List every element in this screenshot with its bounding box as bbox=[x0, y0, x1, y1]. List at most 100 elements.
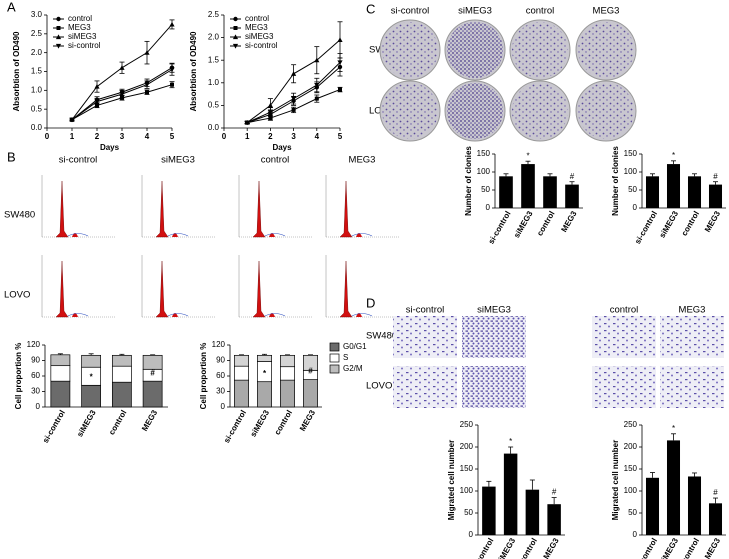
marker bbox=[338, 87, 342, 92]
flow-peak bbox=[55, 260, 69, 318]
bar bbox=[482, 486, 496, 535]
panel-label: B bbox=[7, 149, 16, 164]
bar bbox=[687, 176, 702, 208]
x-tick-label: siMEG3 bbox=[658, 209, 681, 239]
flow-fit bbox=[67, 233, 89, 237]
flow-fit bbox=[67, 313, 89, 317]
row-label: SW480 bbox=[366, 331, 397, 342]
y-axis-label: Number of clonies bbox=[611, 146, 620, 216]
legend-swatch bbox=[329, 364, 340, 374]
legend-swatch bbox=[329, 353, 340, 363]
bar-segment bbox=[234, 365, 249, 381]
bar-segment bbox=[142, 354, 163, 370]
x-tick-label: siMEG3 bbox=[658, 536, 681, 559]
x-tick-label: 3 bbox=[120, 132, 125, 141]
y-tick-label: 0 bbox=[633, 203, 638, 212]
x-tick-label: si-control bbox=[487, 210, 513, 246]
legend-label: siMEG3 bbox=[245, 32, 274, 41]
y-tick-label: 50 bbox=[628, 185, 637, 194]
flow-peak bbox=[155, 260, 169, 318]
marker bbox=[291, 96, 297, 102]
flow-peak bbox=[55, 180, 69, 238]
marker bbox=[291, 107, 296, 112]
y-tick-label: 0 bbox=[469, 530, 474, 539]
transwell-stain bbox=[462, 366, 526, 408]
bar-segment bbox=[303, 379, 318, 408]
y-tick-label: 60 bbox=[31, 371, 40, 380]
column-label: MEG3 bbox=[593, 6, 620, 17]
significance-mark: * bbox=[509, 437, 512, 446]
legend-label: G2/M bbox=[343, 364, 363, 373]
y-tick-label: 0.5 bbox=[208, 101, 220, 110]
x-tick-label: control bbox=[680, 210, 701, 238]
y-tick-label: 90 bbox=[31, 356, 40, 365]
legend-marker bbox=[56, 26, 61, 30]
marker bbox=[267, 102, 273, 108]
x-tick-label: 1 bbox=[245, 132, 250, 141]
transwell-stain bbox=[462, 316, 526, 358]
legend-label: MEG3 bbox=[245, 23, 268, 32]
bar bbox=[543, 176, 557, 208]
marker bbox=[145, 90, 149, 95]
x-tick-label: control bbox=[273, 409, 294, 437]
y-tick-label: 3.0 bbox=[31, 10, 43, 19]
y-axis-label: Migrated cell number bbox=[611, 440, 620, 520]
column-label: siMEG3 bbox=[458, 6, 492, 17]
bar-segment bbox=[111, 365, 132, 383]
y-tick-label: 1.0 bbox=[208, 78, 220, 87]
x-axis-label: Days bbox=[100, 143, 120, 152]
bar bbox=[687, 476, 702, 535]
y-tick-label: 120 bbox=[212, 340, 226, 349]
bar-segment bbox=[81, 354, 102, 368]
bar-segment bbox=[142, 380, 163, 408]
row-label: LOVO bbox=[366, 381, 392, 392]
bar bbox=[565, 184, 579, 208]
flow-peak bbox=[252, 260, 266, 318]
flow-peak bbox=[339, 260, 353, 318]
x-tick-label: MEG3 bbox=[140, 408, 159, 433]
significance-mark: * bbox=[90, 372, 94, 381]
bar bbox=[503, 453, 518, 535]
transwell-stain bbox=[592, 366, 656, 408]
marker bbox=[94, 99, 100, 105]
bar bbox=[666, 164, 681, 208]
transwell-stain bbox=[660, 366, 724, 408]
significance-mark: # bbox=[552, 488, 557, 497]
y-tick-label: 0 bbox=[221, 402, 226, 411]
legend-label: G0/G1 bbox=[343, 342, 367, 351]
row-label: SW480 bbox=[4, 210, 35, 221]
y-tick-label: 0 bbox=[633, 530, 638, 539]
column-label: si-control bbox=[406, 305, 445, 316]
y-tick-label: 1.5 bbox=[208, 55, 220, 64]
y-tick-label: 50 bbox=[464, 508, 473, 517]
marker bbox=[337, 60, 343, 66]
marker bbox=[169, 67, 175, 73]
column-label: si-control bbox=[59, 155, 98, 166]
transwell-stain bbox=[660, 316, 724, 358]
bar bbox=[666, 440, 681, 535]
marker bbox=[337, 37, 343, 42]
x-tick-label: 5 bbox=[170, 132, 175, 141]
bar-segment bbox=[280, 366, 295, 381]
marker bbox=[95, 103, 99, 108]
bar-segment bbox=[81, 384, 102, 408]
bar bbox=[499, 176, 513, 208]
y-tick-label: 0.0 bbox=[208, 123, 220, 132]
marker bbox=[69, 117, 75, 123]
marker bbox=[169, 21, 175, 27]
x-tick-label: si-control bbox=[41, 409, 67, 445]
transwell-stain bbox=[393, 366, 457, 408]
panel-label: A bbox=[7, 0, 16, 14]
legend-marker bbox=[233, 26, 238, 30]
flow-fit bbox=[167, 233, 189, 237]
y-tick-label: 90 bbox=[216, 356, 225, 365]
y-tick-label: 120 bbox=[27, 340, 41, 349]
bar bbox=[645, 477, 660, 535]
y-tick-label: 0 bbox=[36, 402, 41, 411]
marker bbox=[119, 92, 125, 97]
y-axis-label: Number of clonies bbox=[464, 146, 473, 216]
x-axis-label: Days bbox=[272, 143, 292, 152]
significance-mark: * bbox=[672, 424, 675, 433]
column-label: siMEG3 bbox=[477, 305, 511, 316]
